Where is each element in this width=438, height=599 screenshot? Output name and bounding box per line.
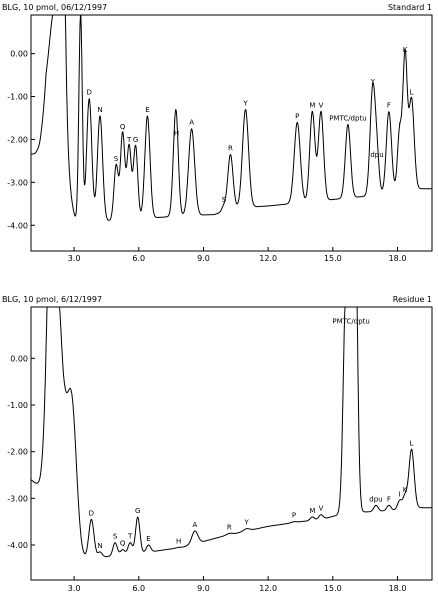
peak-label: V [319,102,324,110]
x-tick-label: 12.0 [259,254,277,263]
chromatogram-trace [30,14,433,221]
peak-label: Y [370,78,376,86]
peak-label: F [387,102,391,110]
x-tick-label: 9.0 [197,254,210,263]
peak-label: dpu [370,151,383,159]
peak-label: E [145,106,149,114]
peak-label: Y [243,519,249,527]
x-tick-label: 12.0 [259,584,277,593]
peak-label: S [222,196,227,204]
y-tick-label: -1.00 [7,401,28,410]
peak-label: S [114,155,119,163]
peak-label: M [309,507,315,515]
y-tick-label: -1.00 [7,93,28,102]
x-tick-label: 6.0 [132,584,145,593]
peak-label: H [174,129,179,137]
peak-label: G [133,136,138,144]
y-tick-label: -4.00 [7,221,28,230]
peak-label: Q [120,123,126,131]
peak-label: Y [242,99,248,107]
chart-panel-1: BLG, 10 pmol, 06/12/1997 Standard 1 0.00 -1… [2,3,433,263]
peak-label: dpu [369,495,382,503]
x-tick-label: 6.0 [132,254,145,263]
peak-label: T [127,533,133,541]
peak-label: V [319,505,324,513]
peak-label: L [410,89,414,97]
x-tick-label: 15.0 [324,584,342,593]
peak-label: I [399,121,401,129]
peak-label: H [176,537,181,545]
plot-frame [30,14,433,252]
chart-sample-label: Standard 1 [388,3,432,12]
peak-label: P [295,112,299,120]
x-tick-label: 18.0 [389,584,407,593]
x-tick-label: 18.0 [389,254,407,263]
x-tick-label: 3.0 [68,254,81,263]
x-tick-label: 9.0 [197,584,210,593]
plot-frame [30,306,433,581]
peak-label: A [192,521,197,529]
y-tick-label: -4.00 [7,541,28,550]
peak-label: G [135,507,140,515]
x-tick-label: 15.0 [324,254,342,263]
peak-label: A [189,119,194,127]
y-tick-label: -3.00 [7,178,28,187]
peak-label: L [410,439,414,447]
peak-label: T [126,136,132,144]
peak-label: R [228,144,233,152]
chart-title: BLG, 10 pmol, 6/12/1997 [2,295,102,304]
peak-label: Q [120,540,126,548]
peak-annotation: PMTC/dptu [332,317,369,325]
peak-label: P [292,512,296,520]
y-tick-label: -2.00 [7,448,28,457]
peak-label: N [97,106,102,114]
chart-sample-label: Residue 1 [393,295,432,304]
peak-label: R [227,523,232,531]
peak-label: I [399,491,401,499]
peak-label: PMTC/dptu [329,114,366,122]
peak-label: D [89,509,94,517]
peak-label: F [387,495,391,503]
y-tick-label: 0.00 [10,50,28,59]
y-tick-label: -3.00 [7,494,28,503]
peak-label: S [113,533,118,541]
y-tick-label: -2.00 [7,135,28,144]
peak-label: M [309,102,315,110]
y-tick-label: 0.00 [10,354,28,363]
peak-label: D [87,89,92,97]
peak-label: K [403,486,408,494]
peak-label: N [97,542,102,550]
chart-title: BLG, 10 pmol, 06/12/1997 [2,3,107,12]
chromatogram-trace [30,306,433,558]
x-tick-label: 3.0 [68,584,81,593]
peak-label: K [403,46,408,54]
chart-panel-2: BLG, 10 pmol, 6/12/1997 Residue 1 0.00 -1.0… [2,295,433,593]
peak-label: E [146,535,150,543]
